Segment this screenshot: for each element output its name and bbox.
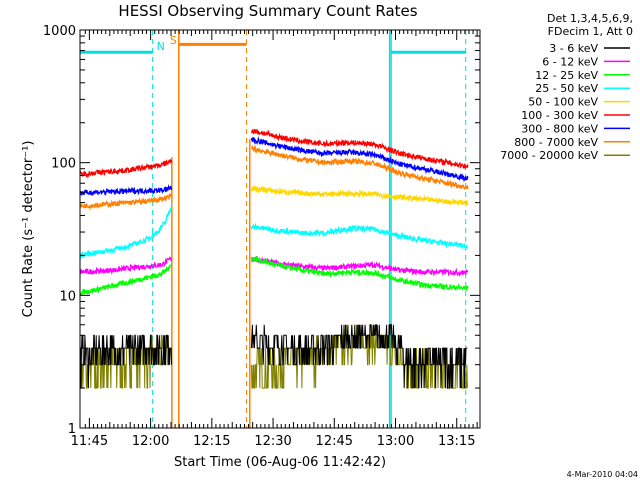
series-line xyxy=(79,203,173,260)
y-tick-label: 100 xyxy=(51,157,76,172)
legend-label: 3 - 6 keV xyxy=(549,42,598,55)
legend-label: 300 - 800 keV xyxy=(521,122,598,135)
series-line xyxy=(79,263,173,296)
saa-flag-label: S xyxy=(170,34,177,47)
series-layer xyxy=(79,128,469,389)
plot-frame xyxy=(79,29,481,429)
series-line xyxy=(250,144,469,191)
series-line xyxy=(250,255,469,293)
legend-label: 800 - 7000 keV xyxy=(514,136,598,149)
x-tick-label: 12:00 xyxy=(132,434,169,449)
series-line xyxy=(250,255,469,278)
x-tick-label: 13:15 xyxy=(438,434,475,449)
x-tick-label: 12:15 xyxy=(193,434,230,449)
plot-timestamp: 4-Mar-2010 04:04 xyxy=(567,470,638,479)
y-axis: 1 10 100 1000 xyxy=(43,24,480,437)
series-line xyxy=(79,193,173,211)
y-axis-label: Count Rate (s⁻¹ detector⁻¹) xyxy=(21,141,36,318)
series-line xyxy=(250,324,468,389)
legend-header-line: Det 1,3,4,5,6,9, xyxy=(547,12,633,25)
night-flag-label: N xyxy=(157,40,165,53)
legend-header: Det 1,3,4,5,6,9,FDecim 1, Att 0 xyxy=(547,12,633,38)
series-line xyxy=(79,255,173,275)
legend-label: 50 - 100 keV xyxy=(528,96,598,109)
x-tick-label: 12:45 xyxy=(316,434,353,449)
series-line xyxy=(80,334,173,389)
legend-label: 25 - 50 keV xyxy=(535,82,598,95)
series-line xyxy=(79,184,173,197)
chart-title: HESSI Observing Summary Count Rates xyxy=(118,2,417,20)
y-tick-label: 1 xyxy=(68,422,76,437)
series-line xyxy=(250,184,469,208)
legend-label: 6 - 12 keV xyxy=(542,55,598,68)
series-line xyxy=(250,222,469,250)
legend-header-line: FDecim 1, Att 0 xyxy=(548,25,633,38)
x-tick-label: 13:00 xyxy=(377,434,414,449)
series-line xyxy=(79,158,173,179)
legend-label: 7000 - 20000 keV xyxy=(500,149,598,162)
x-tick-label: 12:30 xyxy=(254,434,291,449)
y-tick-label: 1000 xyxy=(43,24,76,39)
x-axis-label: Start Time (06-Aug-06 11:42:42) xyxy=(174,455,386,470)
series-line xyxy=(250,136,469,183)
legend-label: 12 - 25 keV xyxy=(535,69,598,82)
series-line xyxy=(250,128,469,170)
y-tick-label: 10 xyxy=(59,289,76,304)
x-tick-label: 11:45 xyxy=(71,434,108,449)
legend-label: 100 - 300 keV xyxy=(521,109,598,122)
x-axis: 11:45 12:00 12:15 12:30 12:45 13:00 13:15 xyxy=(71,30,478,449)
